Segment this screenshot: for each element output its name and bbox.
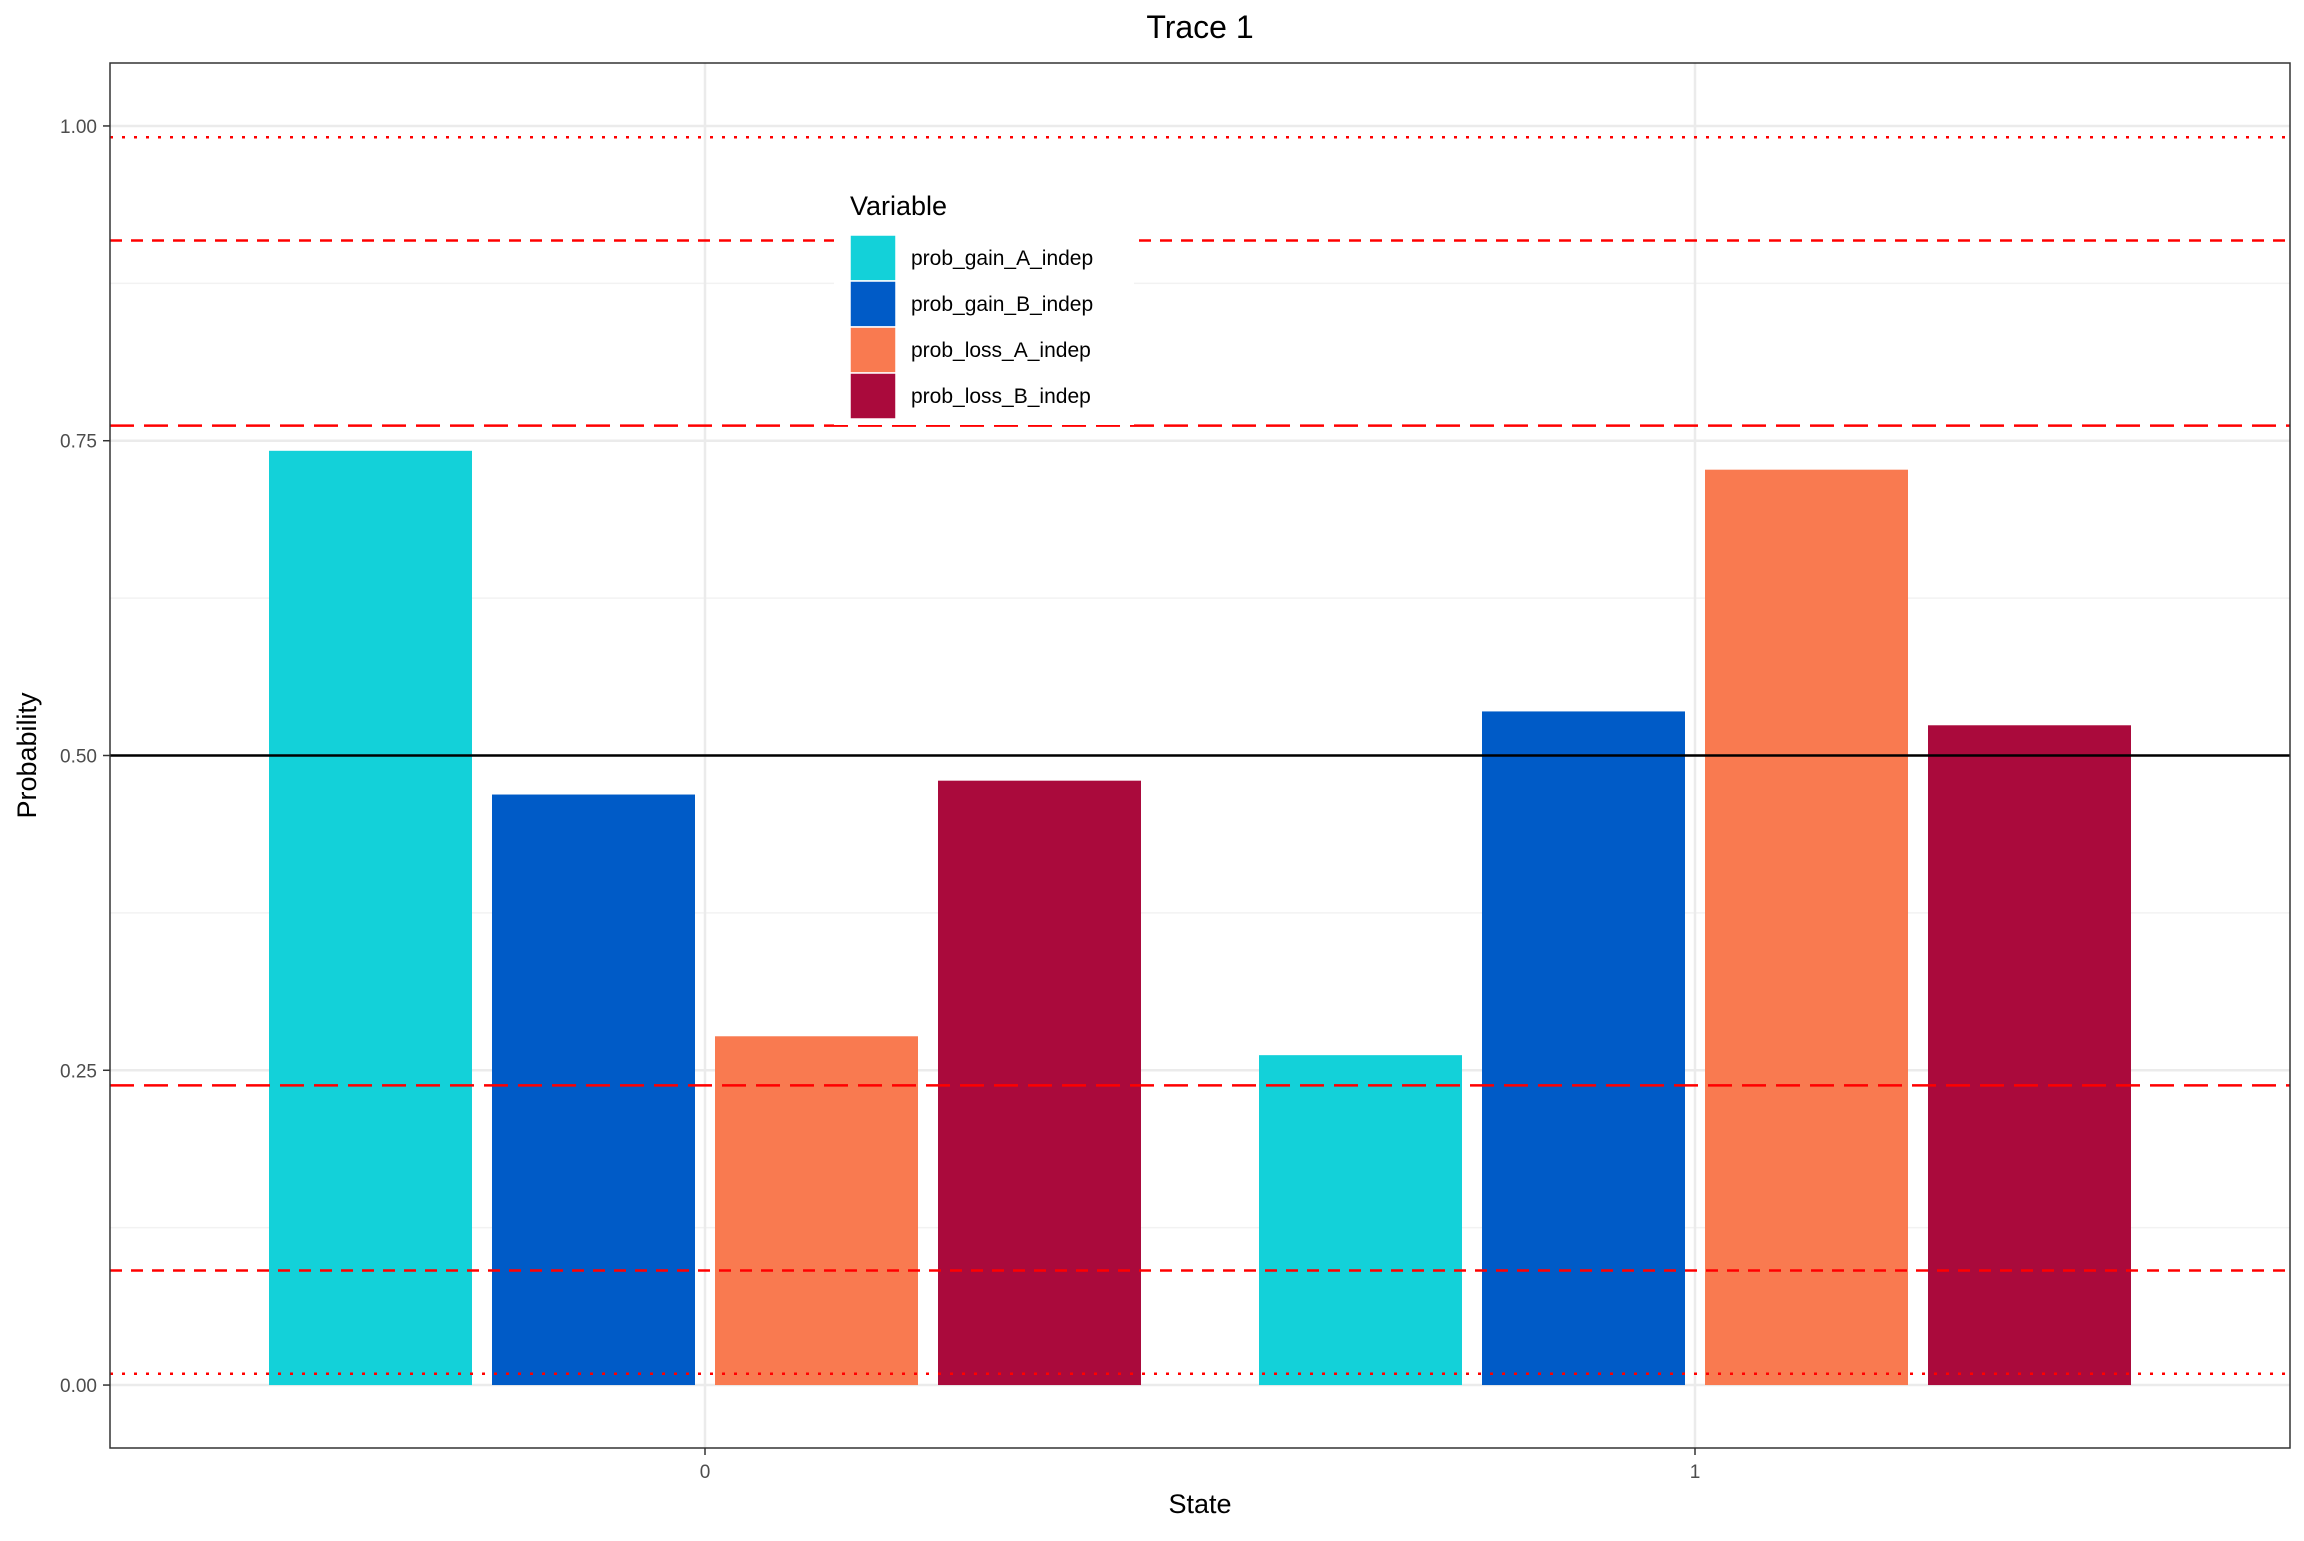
bar	[1705, 469, 1908, 1386]
bar	[1482, 711, 1685, 1386]
legend-swatch	[849, 234, 897, 282]
y-tick-label: 0.50	[60, 747, 97, 768]
y-tick-label: 0.75	[60, 432, 97, 453]
legend-swatch	[849, 372, 897, 420]
bar	[1928, 725, 2131, 1386]
bar	[1259, 1055, 1462, 1386]
legend-label: prob_gain_A_indep	[911, 247, 1093, 270]
plot-area: 0.00 0.25 0.50 0.75 1.00 0 1	[60, 62, 2291, 1483]
bar	[492, 794, 695, 1386]
bar	[938, 780, 1141, 1386]
bar	[269, 450, 472, 1386]
legend-label: prob_gain_B_indep	[911, 293, 1093, 316]
x-tick-label: 0	[700, 1462, 711, 1483]
y-axis-title: Probability	[12, 692, 42, 819]
x-tick-label: 1	[1690, 1462, 1701, 1483]
y-tick-label: 0.00	[60, 1376, 97, 1397]
legend-label: prob_loss_A_indep	[911, 339, 1091, 362]
legend: Variable prob_gain_A_indep prob_gain_B_in…	[834, 180, 1134, 425]
legend-title: Variable	[850, 191, 947, 221]
y-tick-label: 1.00	[60, 117, 97, 138]
bar	[715, 1036, 918, 1386]
legend-label: prob_loss_B_indep	[911, 385, 1091, 408]
x-axis-title: State	[1168, 1489, 1231, 1519]
chart-title: Trace 1	[1146, 9, 1253, 45]
legend-swatch	[849, 326, 897, 374]
y-tick-label: 0.25	[60, 1061, 97, 1082]
legend-swatch	[849, 280, 897, 328]
